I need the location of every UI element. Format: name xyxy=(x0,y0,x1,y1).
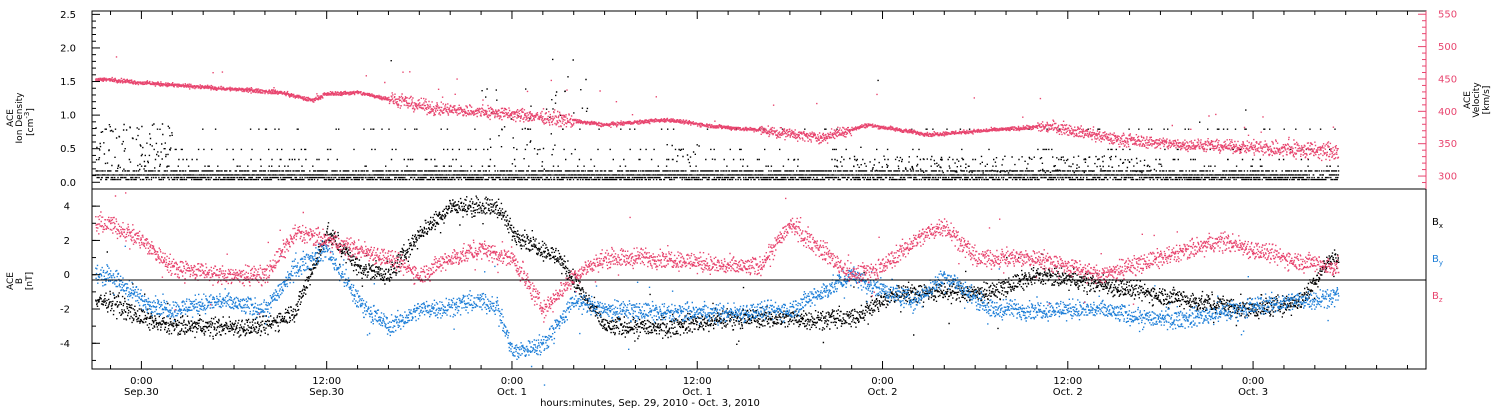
velocity-label-ace: ACE xyxy=(1463,91,1473,109)
x-tick-date-label: Oct. 2 xyxy=(1053,387,1083,398)
density-tick-label: 1.5 xyxy=(60,77,76,88)
series-bz-points xyxy=(95,192,1340,323)
series-bx-points xyxy=(95,165,1340,345)
density-unit-close: ] xyxy=(26,108,36,112)
legend-by: By xyxy=(1432,254,1443,267)
density-tick-label: 2.0 xyxy=(60,43,76,54)
velocity-points xyxy=(95,56,1340,162)
b-tick-label: 0 xyxy=(64,270,70,281)
bottom-panel-frame xyxy=(91,188,1427,370)
velocity-tick-label: 300 xyxy=(1438,172,1457,183)
legend-bz: Bz xyxy=(1432,291,1443,304)
legend-by-name: B xyxy=(1432,254,1439,265)
top-panel-data xyxy=(95,56,1340,181)
legend-bx-sub: x xyxy=(1439,222,1443,230)
x-tick-date-label: Oct. 1 xyxy=(682,387,712,398)
x-tick-date-label: Sep.30 xyxy=(124,387,159,398)
b-tick-label: 4 xyxy=(64,202,70,213)
velocity-tick-label: 400 xyxy=(1438,107,1457,118)
legend-by-sub: y xyxy=(1439,259,1443,267)
density-tick-label: 1.0 xyxy=(60,111,76,122)
top-panel-frame xyxy=(91,10,1427,190)
x-tick-time-label: 12:00 xyxy=(683,376,712,387)
x-tick-time-label: 0:00 xyxy=(501,376,523,387)
x-tick-date-label: Oct. 2 xyxy=(868,387,898,398)
b-tick-label: -2 xyxy=(60,305,70,316)
series-by-points xyxy=(95,240,1340,386)
b-tick-label: -4 xyxy=(60,339,70,350)
x-tick-time-label: 12:00 xyxy=(312,376,341,387)
legend-bx: Bx xyxy=(1432,217,1443,230)
velocity-tick-label: 500 xyxy=(1438,42,1457,53)
density-unit-base: [cm xyxy=(26,119,36,136)
x-axis-title: hours:minutes, Sep. 29, 2010 - Oct. 3, 2… xyxy=(540,398,760,409)
velocity-tick-label: 550 xyxy=(1438,10,1457,21)
legend-bz-sub: z xyxy=(1439,296,1443,304)
x-tick-time-label: 0:00 xyxy=(871,376,893,387)
legend-bx-name: B xyxy=(1432,217,1439,228)
bottom-panel-data xyxy=(95,165,1340,386)
x-tick-date-label: Oct. 1 xyxy=(497,387,527,398)
axes: 0.0 0.5 1.0 1.5 2.0 2.5 300 350 400 450 500 550 -4 -2… xyxy=(60,10,1457,398)
legend-bz-name: B xyxy=(1432,291,1439,302)
b-label-unit: [nT] xyxy=(25,272,35,290)
velocity-tick-label: 350 xyxy=(1438,139,1457,150)
velocity-label-name: Velocity xyxy=(1472,82,1482,118)
x-tick-date-label: Oct. 3 xyxy=(1238,387,1268,398)
density-label-ace: ACE xyxy=(6,109,16,127)
density-tick-label: 2.5 xyxy=(60,10,76,21)
density-tick-label: 0.0 xyxy=(60,178,76,189)
density-label-name: Ion Density xyxy=(15,92,25,144)
x-tick-time-label: 0:00 xyxy=(1242,376,1264,387)
density-unit-exp: -3 xyxy=(23,112,31,119)
b-label-name: B xyxy=(15,278,25,284)
x-tick-date-label: Sep.30 xyxy=(309,387,344,398)
x-tick-time-label: 12:00 xyxy=(1053,376,1082,387)
density-label-unit: [cm-3] xyxy=(23,108,36,136)
velocity-label-unit: [km/s] xyxy=(1482,86,1492,115)
b-label-ace: ACE xyxy=(6,272,16,290)
velocity-tick-label: 450 xyxy=(1438,74,1457,85)
x-tick-time-label: 0:00 xyxy=(130,376,152,387)
density-points xyxy=(95,58,1340,181)
density-tick-label: 0.5 xyxy=(60,144,76,155)
b-tick-label: 2 xyxy=(64,236,70,247)
